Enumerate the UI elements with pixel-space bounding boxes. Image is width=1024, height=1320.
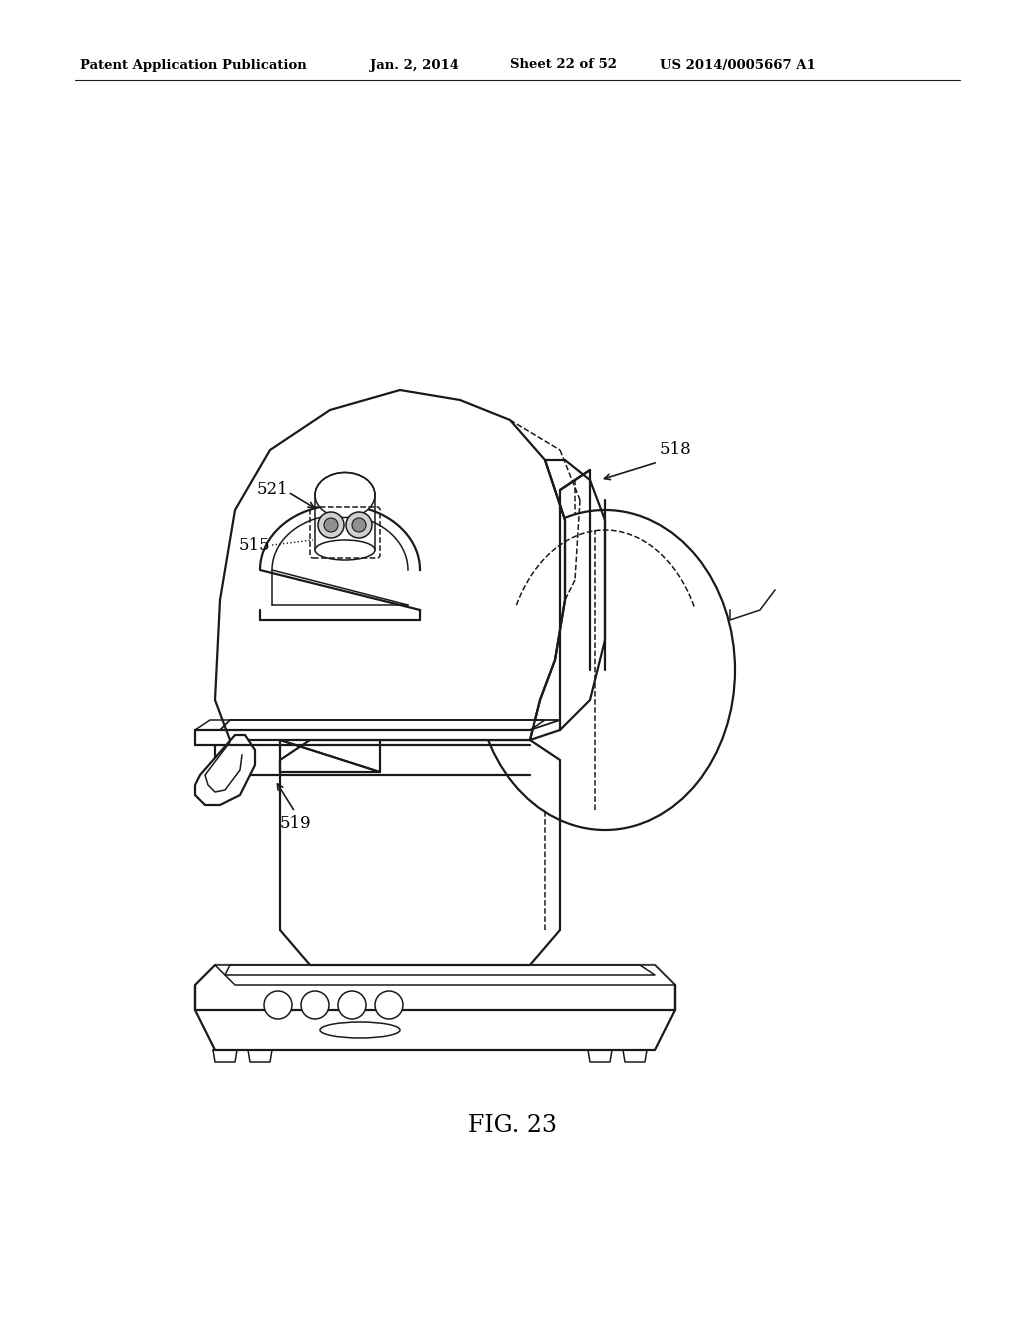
Text: 519: 519 <box>280 814 311 832</box>
Circle shape <box>346 512 372 539</box>
Ellipse shape <box>315 473 375 517</box>
Text: FIG. 23: FIG. 23 <box>468 1114 556 1137</box>
Text: Patent Application Publication: Patent Application Publication <box>80 58 307 71</box>
Text: 515: 515 <box>239 536 270 553</box>
Polygon shape <box>588 1049 612 1063</box>
Polygon shape <box>623 1049 647 1063</box>
Text: Sheet 22 of 52: Sheet 22 of 52 <box>510 58 617 71</box>
Circle shape <box>375 991 403 1019</box>
Polygon shape <box>220 719 560 730</box>
Circle shape <box>301 991 329 1019</box>
Polygon shape <box>280 741 560 965</box>
Circle shape <box>352 517 366 532</box>
Polygon shape <box>225 965 655 975</box>
Text: 518: 518 <box>660 441 692 458</box>
Polygon shape <box>195 719 545 730</box>
Ellipse shape <box>475 510 735 830</box>
Text: 521: 521 <box>256 482 288 499</box>
Polygon shape <box>248 1049 272 1063</box>
Polygon shape <box>215 389 565 741</box>
Text: Jan. 2, 2014: Jan. 2, 2014 <box>370 58 459 71</box>
Polygon shape <box>195 735 255 805</box>
Polygon shape <box>213 1049 237 1063</box>
Polygon shape <box>215 965 675 985</box>
Circle shape <box>318 512 344 539</box>
Circle shape <box>338 991 366 1019</box>
Circle shape <box>324 517 338 532</box>
Ellipse shape <box>319 1022 400 1038</box>
Polygon shape <box>530 459 605 741</box>
Ellipse shape <box>315 540 375 560</box>
Circle shape <box>264 991 292 1019</box>
Text: US 2014/0005667 A1: US 2014/0005667 A1 <box>660 58 816 71</box>
Polygon shape <box>195 965 675 1049</box>
Polygon shape <box>260 506 420 610</box>
